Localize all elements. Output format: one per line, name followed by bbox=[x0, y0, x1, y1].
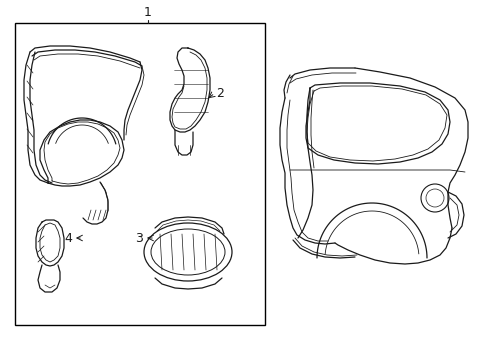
Text: 1: 1 bbox=[144, 5, 152, 18]
Text: 3: 3 bbox=[135, 231, 142, 244]
Text: 2: 2 bbox=[216, 86, 224, 99]
Bar bbox=[15, 23, 264, 325]
Text: 4: 4 bbox=[64, 231, 72, 244]
